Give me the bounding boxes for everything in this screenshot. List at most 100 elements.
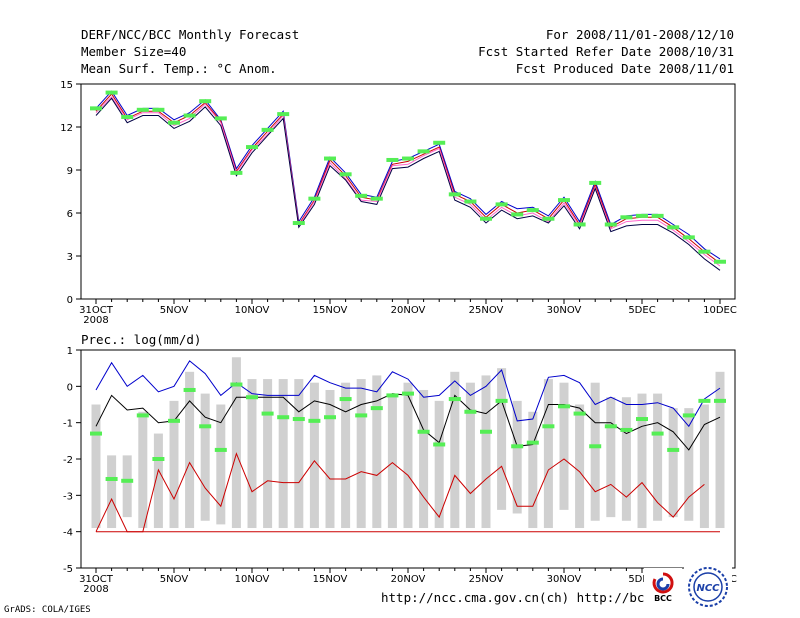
mean-marker (324, 156, 336, 161)
x-tick-label: 5NOV (160, 574, 189, 585)
mean-marker (667, 225, 680, 230)
range-bar (138, 411, 148, 529)
mean-marker (230, 382, 243, 387)
range-bar (341, 382, 351, 529)
mean-marker (261, 127, 274, 132)
mean-marker (651, 431, 664, 436)
series-line-max (95, 360, 721, 428)
range-bar (356, 379, 366, 529)
range-bar (621, 397, 631, 521)
mean-marker (261, 411, 274, 416)
y-tick-label: 9 (67, 166, 73, 177)
mean-marker (214, 116, 227, 121)
x-tick-label: 15NOV (313, 574, 348, 585)
range-bar (169, 400, 179, 529)
range-bar (309, 382, 319, 529)
range-bar (216, 404, 226, 525)
series-line-min (95, 452, 705, 533)
series-line-lower-mid (95, 96, 721, 267)
mean-marker (495, 398, 508, 403)
range-bar (294, 379, 304, 529)
y-tick-label: -3 (63, 491, 73, 502)
range-bar (606, 397, 616, 518)
mean-marker (168, 120, 180, 125)
y-tick-label: 1 (67, 346, 73, 357)
mean-marker (277, 112, 290, 117)
mean-marker (105, 476, 118, 481)
range-bar (684, 408, 694, 521)
mean-marker (682, 413, 695, 418)
mean-marker (682, 235, 695, 240)
plot-frame (80, 83, 736, 300)
mean-marker (152, 107, 165, 112)
range-bar (263, 379, 273, 529)
member-size: Member Size=40 (81, 44, 187, 59)
mean-marker (698, 249, 711, 254)
y-tick-label: -5 (63, 564, 73, 575)
mean-marker (246, 395, 258, 400)
range-bar (419, 389, 429, 529)
y-tick-label: 6 (67, 209, 73, 220)
mean-marker (183, 387, 196, 392)
y-tick-label: -4 (63, 528, 73, 539)
mean-marker (636, 213, 648, 218)
range-bar (465, 382, 475, 529)
mean-marker (589, 180, 602, 185)
mean-marker (480, 429, 492, 434)
mean-marker (542, 216, 555, 221)
forecast-period: For 2008/11/01-2008/12/10 (545, 27, 734, 42)
x-tick-label: 25NOV (469, 305, 504, 316)
range-bar (450, 371, 460, 529)
mean-marker (558, 198, 570, 203)
y-tick-label: -2 (63, 455, 73, 466)
range-bar (122, 455, 132, 518)
range-bar (481, 375, 491, 529)
y-tick-label: 0 (67, 295, 73, 306)
mean-marker (402, 391, 414, 396)
mean-marker (105, 90, 118, 95)
range-bar (278, 379, 288, 529)
mean-marker (199, 424, 212, 429)
mean-marker (402, 156, 414, 161)
range-bar (590, 382, 600, 521)
y-tick-label: -1 (63, 419, 73, 430)
mean-marker (448, 192, 461, 197)
mean-marker (90, 106, 102, 111)
mean-marker (370, 196, 383, 201)
mean-marker (573, 222, 586, 227)
mean-marker (604, 222, 617, 227)
range-bar (575, 404, 585, 529)
range-bar (434, 400, 444, 529)
svg-text:NCC: NCC (696, 583, 720, 594)
mean-marker (464, 409, 477, 414)
x-tick-label: 15NOV (313, 305, 348, 316)
range-bar (247, 379, 257, 529)
mean-marker (433, 442, 446, 447)
mean-marker (214, 447, 227, 452)
mean-marker (168, 418, 180, 423)
y-tick-label: 3 (67, 252, 73, 263)
footer-url[interactable]: http://ncc.cma.gov.cn(ch) http://bcc.c (381, 590, 667, 605)
mean-marker (246, 145, 258, 150)
mean-marker (480, 216, 492, 221)
x-tick-label: 25NOV (469, 574, 504, 585)
chart-title: DERF/NCC/BCC Monthly Forecast (81, 27, 300, 42)
mean-marker (667, 447, 680, 452)
x-year-label: 2008 (83, 315, 108, 326)
mean-marker (620, 215, 633, 220)
range-bar (699, 404, 709, 529)
range-bar (668, 408, 678, 518)
mean-marker (386, 157, 399, 162)
range-bar (107, 455, 117, 529)
x-year-label: 2008 (83, 584, 108, 595)
mean-marker (526, 440, 539, 445)
mean-marker (355, 193, 368, 198)
range-bar (325, 389, 335, 529)
mean-marker (339, 397, 352, 402)
mean-marker (339, 172, 352, 177)
mean-marker (355, 413, 368, 418)
ncc-logo: NCC (684, 566, 732, 608)
mean-marker (292, 417, 305, 422)
mean-marker (651, 213, 664, 218)
mean-marker (136, 413, 149, 418)
